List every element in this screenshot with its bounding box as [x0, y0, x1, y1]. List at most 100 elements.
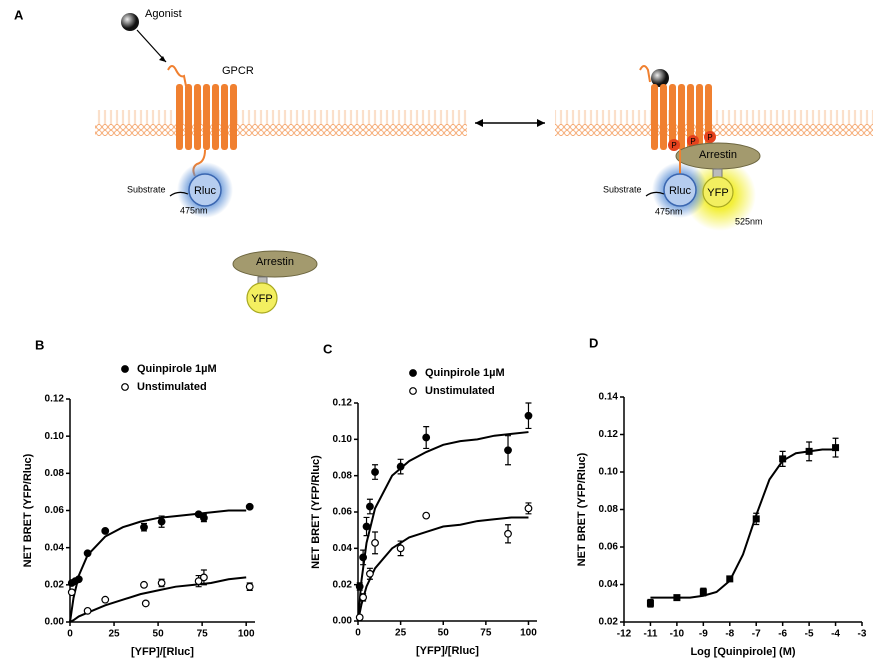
- arrestin-label: Arrestin: [699, 149, 737, 161]
- y-tick-label: 0.08: [45, 468, 65, 479]
- membrane: [555, 110, 873, 136]
- point: [524, 411, 533, 420]
- fit-curve: [650, 448, 836, 599]
- yfp: [246, 282, 278, 314]
- y-tick-label: 0.00: [333, 616, 353, 627]
- y-tick-label: 0.02: [599, 617, 619, 628]
- point: [752, 515, 760, 523]
- helix: [687, 84, 694, 150]
- y-axis-label: NET BRET (YFP/Rluc): [22, 453, 34, 567]
- point: [140, 580, 148, 589]
- wavelength-label: 525nm: [735, 216, 763, 226]
- point: [121, 383, 129, 391]
- helix: [194, 84, 201, 150]
- x-axis-label: Log [Quinpirole] (M): [690, 646, 795, 658]
- agonist-ball: [651, 69, 669, 87]
- substrate-label: Substrate: [603, 184, 642, 194]
- helix: [185, 84, 192, 150]
- x-tick-label: -11: [643, 629, 657, 640]
- arrow: [169, 191, 189, 197]
- helix: [221, 84, 228, 150]
- phospho-label: P: [671, 141, 676, 150]
- x-tick-label: 75: [197, 629, 209, 640]
- point: [200, 573, 208, 582]
- x-tick-label: -9: [699, 629, 708, 640]
- fit-curve: [357, 431, 529, 622]
- point: [362, 522, 371, 531]
- legend-label: Quinpirole 1µM: [425, 367, 505, 379]
- point: [359, 593, 368, 602]
- rluc: [663, 173, 697, 207]
- x-tick-label: -6: [778, 629, 787, 640]
- helix: [696, 84, 703, 150]
- y-tick-label: 0.08: [333, 470, 353, 481]
- y-axis-label: NET BRET (YFP/Rluc): [576, 452, 588, 566]
- helix: [203, 84, 210, 150]
- point: [366, 569, 374, 578]
- y-tick-label: 0.14: [599, 392, 619, 403]
- point: [646, 599, 654, 607]
- point: [371, 538, 379, 547]
- point: [83, 549, 92, 558]
- point: [422, 433, 431, 442]
- yfp: [702, 176, 734, 208]
- phosphate: [704, 131, 716, 143]
- point: [359, 553, 368, 562]
- x-tick-label: 25: [108, 629, 120, 640]
- point: [245, 502, 254, 511]
- panel-label: D: [589, 335, 598, 350]
- x-tick-label: 100: [520, 628, 537, 639]
- point: [779, 455, 787, 463]
- point: [396, 544, 405, 553]
- membrane: [95, 110, 467, 136]
- n-terminus: [639, 65, 651, 83]
- point: [422, 511, 431, 520]
- wavelength-label: 475nm: [180, 205, 208, 215]
- y-tick-label: 0.10: [599, 467, 619, 478]
- wavelength-label: 475nm: [655, 206, 683, 216]
- x-axis-label: [YFP]/[Rluc]: [416, 645, 479, 657]
- x-tick-label: 0: [67, 629, 73, 640]
- arrowheads: [475, 119, 545, 127]
- panel-label: C: [323, 341, 333, 356]
- x-tick-label: -5: [805, 629, 814, 640]
- point: [699, 588, 707, 596]
- x-axis-label: [YFP]/[Rluc]: [131, 646, 194, 658]
- point: [157, 517, 166, 526]
- x-tick-label: -3: [858, 629, 867, 640]
- fit-curve: [69, 576, 247, 623]
- point: [101, 595, 110, 604]
- helix: [678, 84, 685, 150]
- y-tick-label: 0.00: [45, 617, 65, 628]
- x-tick-label: -8: [725, 629, 734, 640]
- y-tick-label: 0.10: [333, 434, 353, 445]
- x-tick-label: 50: [438, 628, 450, 639]
- point: [409, 387, 417, 395]
- y-tick-label: 0.02: [333, 579, 353, 590]
- receptor-label: GPCR: [222, 65, 254, 77]
- point: [355, 582, 364, 591]
- helix: [660, 84, 667, 150]
- x-tick-label: 75: [480, 628, 492, 639]
- helix: [212, 84, 219, 150]
- x-tick-label: -7: [752, 629, 761, 640]
- y-tick-label: 0.06: [45, 505, 65, 516]
- y-tick-label: 0.04: [333, 543, 353, 554]
- y-tick-label: 0.06: [333, 507, 353, 518]
- point: [83, 606, 92, 615]
- point: [157, 579, 166, 587]
- panel-label: B: [35, 337, 44, 352]
- yfp-label: YFP: [251, 293, 272, 305]
- fit-curve: [357, 516, 529, 622]
- point: [101, 527, 110, 535]
- point: [726, 575, 734, 583]
- fit-curve: [69, 509, 247, 623]
- arrow: [645, 191, 665, 197]
- y-tick-label: 0.06: [599, 542, 619, 553]
- point: [245, 582, 254, 591]
- point: [673, 594, 681, 602]
- arrestin-label: Arrestin: [256, 256, 294, 268]
- helix: [230, 84, 237, 150]
- n-terminus: [167, 65, 187, 87]
